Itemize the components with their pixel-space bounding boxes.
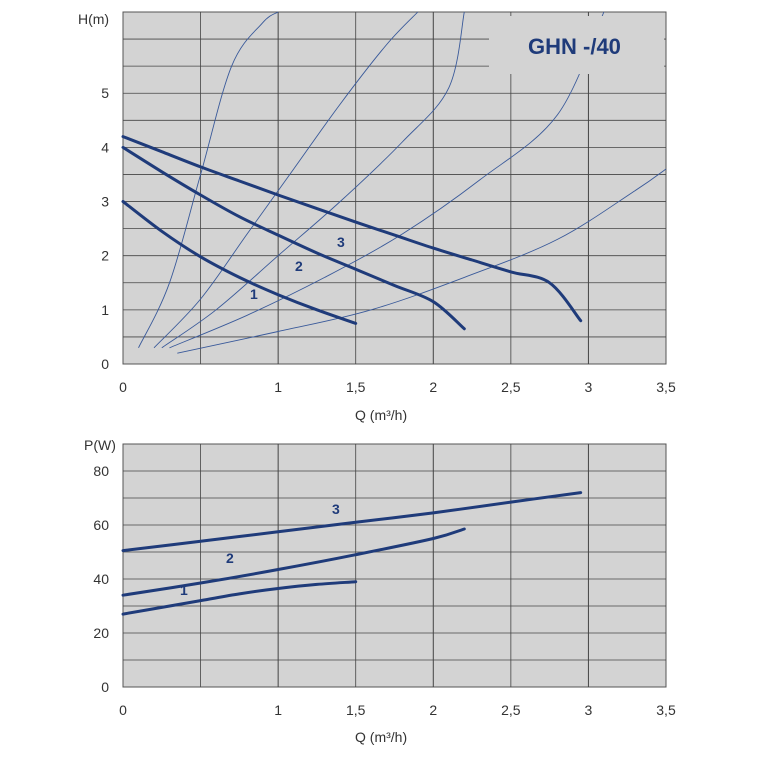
power-x-tick-labels: 0 1 1,5 2 2,5 3 3,5	[119, 702, 676, 718]
power-y-tick-label: 80	[93, 463, 109, 479]
power-series-2	[121, 527, 466, 597]
head-chart: 0 1 1,5 2 2,5 3 3,5 0 1 2 3 4 5 H(m) Q (m³/h) 1 2 3…	[78, 11, 676, 423]
head-x-tick-label: 0	[119, 379, 127, 395]
power-x-tick-label: 2	[429, 702, 437, 718]
head-y-tick-labels: 0 1 2 3 4 5	[101, 85, 109, 372]
power-y-axis-label: P(W)	[84, 437, 116, 453]
system-curve-3	[161, 11, 465, 349]
head-y-tick-label: 2	[101, 248, 109, 264]
power-x-tick-label: 3	[585, 702, 593, 718]
head-curve-label-3: 3	[337, 234, 345, 250]
power-x-axis-label: Q (m³/h)	[355, 729, 407, 745]
head-y-tick-label: 1	[101, 302, 109, 318]
head-y-tick-label: 5	[101, 85, 109, 101]
head-y-tick-label: 0	[101, 356, 109, 372]
system-curve-5	[177, 168, 667, 354]
head-x-tick-label: 2,5	[501, 379, 521, 395]
head-x-tick-label: 2	[429, 379, 437, 395]
chart-title: GHN -/40	[528, 34, 621, 59]
power-curve-label-1: 1	[180, 582, 188, 598]
head-curve-label-1: 1	[250, 286, 258, 302]
power-series-1	[121, 580, 358, 616]
system-curve-4	[169, 11, 605, 349]
head-series-3	[121, 135, 583, 323]
head-x-tick-label: 1	[274, 379, 282, 395]
power-x-tick-label: 0	[119, 702, 127, 718]
power-y-tick-label: 0	[101, 679, 109, 695]
power-x-tick-label: 2,5	[501, 702, 521, 718]
head-series-2	[121, 145, 466, 331]
power-curve-label-2: 2	[226, 550, 234, 566]
head-y-tick-label: 3	[101, 194, 109, 210]
power-series	[121, 491, 583, 616]
head-series	[121, 135, 583, 331]
power-y-tick-label: 20	[93, 625, 109, 641]
head-x-tick-label: 3	[585, 379, 593, 395]
power-y-tick-label: 60	[93, 517, 109, 533]
power-gridlines	[123, 444, 666, 687]
head-series-1	[121, 200, 358, 325]
head-y-tick-label: 4	[101, 139, 109, 155]
head-y-axis-label: H(m)	[78, 11, 109, 27]
power-x-tick-label: 3,5	[656, 702, 676, 718]
power-plot-area	[122, 443, 667, 688]
system-curve-1	[138, 11, 279, 348]
head-curve-label-2: 2	[295, 258, 303, 274]
power-x-tick-label: 1,5	[346, 702, 366, 718]
head-x-tick-labels: 0 1 1,5 2 2,5 3 3,5	[119, 379, 676, 395]
power-curve-label-3: 3	[332, 501, 340, 517]
power-y-tick-label: 40	[93, 571, 109, 587]
power-y-tick-labels: 0 20 40 60 80	[93, 463, 109, 695]
system-curve-2	[153, 11, 419, 349]
model-title-box	[489, 16, 664, 74]
head-x-tick-label: 3,5	[656, 379, 676, 395]
power-series-3	[121, 491, 583, 553]
head-x-tick-label: 1,5	[346, 379, 366, 395]
power-x-tick-label: 1	[274, 702, 282, 718]
system-curves	[138, 11, 667, 354]
head-x-axis-label: Q (m³/h)	[355, 407, 407, 423]
